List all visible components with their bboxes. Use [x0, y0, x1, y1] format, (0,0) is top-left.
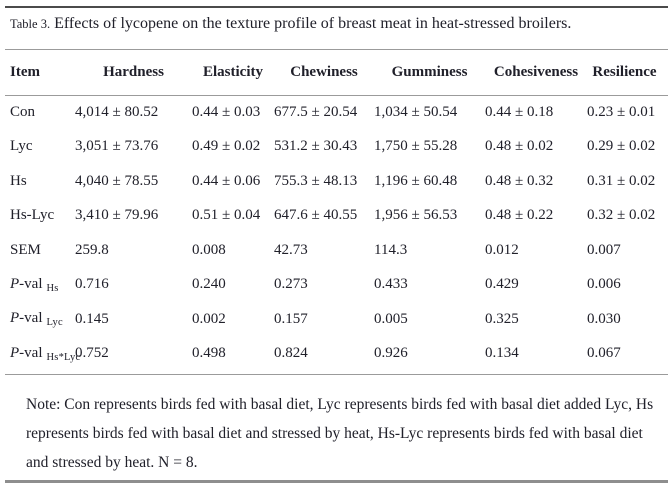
table-header: Item Hardness Elasticity Chewiness Gummi…	[10, 49, 662, 95]
value-cell: 1,956 ± 56.53	[374, 207, 458, 224]
value-cell: 0.48 ± 0.32	[485, 172, 554, 189]
value-cell: 0.325	[485, 310, 519, 327]
header-row: Item Hardness Elasticity Chewiness Gummi…	[10, 49, 662, 95]
value-cell: 0.23 ± 0.01	[587, 103, 656, 120]
table-row: P-val Hs 0.716 0.240 0.273 0.433 0.429 0.006	[10, 268, 662, 303]
value-cell: 0.498	[192, 345, 226, 362]
value-cell: 0.145	[75, 310, 109, 327]
table-row: Hs-Lyc 3,410 ± 79.96 0.51 ± 0.04 647.6 ± 4…	[10, 199, 662, 234]
texture-profile-table: Item Hardness Elasticity Chewiness Gummi…	[10, 49, 662, 371]
value-cell: 0.32 ± 0.02	[587, 207, 656, 224]
value-cell: 0.006	[587, 276, 621, 293]
value-cell: 647.6 ± 40.55	[274, 207, 358, 224]
value-cell: 1,034 ± 50.54	[374, 103, 458, 120]
item-label: -val	[19, 275, 43, 292]
column-header-chewiness: Chewiness	[290, 63, 358, 80]
item-label: Con	[10, 103, 36, 120]
item-label: Hs-Lyc	[10, 207, 55, 224]
value-cell: 0.48 ± 0.22	[485, 207, 554, 224]
item-italic-prefix: P	[10, 310, 20, 327]
column-header-hardness: Hardness	[103, 63, 164, 80]
item-italic-prefix: P	[10, 275, 20, 292]
table-caption: Table 3. Effects of lycopene on the textu…	[10, 14, 664, 34]
column-header-elasticity: Elasticity	[203, 63, 263, 80]
item-label: SEM	[10, 241, 41, 258]
value-cell: 1,196 ± 60.48	[374, 172, 458, 189]
value-cell: 0.008	[192, 241, 226, 258]
value-cell: 0.48 ± 0.02	[485, 138, 554, 155]
item-cell: P-val Hs	[10, 268, 75, 303]
value-cell: 259.8	[75, 241, 109, 258]
caption-label: Table 3.	[10, 17, 51, 31]
value-cell: 0.273	[274, 276, 308, 293]
item-cell: Con	[10, 95, 75, 130]
value-cell: 0.31 ± 0.02	[587, 172, 656, 189]
item-label: -val	[19, 344, 43, 361]
bottom-rule	[5, 480, 668, 483]
item-subscript: Lyc	[46, 317, 63, 329]
item-label: Hs	[10, 172, 27, 189]
value-cell: 1,750 ± 55.28	[374, 138, 458, 155]
value-cell: 0.752	[75, 345, 109, 362]
value-cell: 0.716	[75, 276, 109, 293]
table-body: Con 4,014 ± 80.52 0.44 ± 0.03 677.5 ± 20.5…	[10, 95, 662, 371]
table-row: Hs 4,040 ± 78.55 0.44 ± 0.06 755.3 ± 48.13…	[10, 164, 662, 199]
value-cell: 3,410 ± 79.96	[75, 207, 159, 224]
item-subscript: Hs	[46, 282, 59, 294]
table-row: P-val Lyc 0.145 0.002 0.157 0.005 0.325 0.030	[10, 302, 662, 337]
caption-title: Effects of lycopene on the texture profi…	[54, 15, 572, 32]
value-cell: 0.005	[374, 310, 408, 327]
value-cell: 0.030	[587, 310, 621, 327]
value-cell: 3,051 ± 73.76	[75, 138, 159, 155]
value-cell: 0.49 ± 0.02	[192, 138, 261, 155]
item-label: -val	[19, 310, 43, 327]
value-cell: 0.157	[274, 310, 308, 327]
table-row: SEM 259.8 0.008 42.73 114.3 0.012 0.007	[10, 233, 662, 268]
value-cell: 0.29 ± 0.02	[587, 138, 656, 155]
value-cell: 0.51 ± 0.04	[192, 207, 261, 224]
column-header-gumminess: Gumminess	[391, 63, 468, 80]
item-subscript: Hs*Lyc	[46, 351, 81, 363]
column-header-item: Item	[10, 63, 40, 80]
header-divider	[5, 95, 668, 96]
value-cell: 0.002	[192, 310, 226, 327]
value-cell: 4,014 ± 80.52	[75, 103, 159, 120]
caption-divider	[5, 49, 668, 50]
item-label: Lyc	[10, 138, 33, 155]
value-cell: 0.926	[374, 345, 408, 362]
top-rule	[5, 6, 668, 8]
item-cell: P-val Hs*Lyc	[10, 337, 80, 372]
value-cell: 0.44 ± 0.06	[192, 172, 261, 189]
item-italic-prefix: P	[10, 344, 20, 361]
value-cell: 755.3 ± 48.13	[274, 172, 358, 189]
item-cell: P-val Lyc	[10, 302, 75, 337]
value-cell: 114.3	[374, 241, 408, 258]
value-cell: 0.007	[587, 241, 621, 258]
value-cell: 677.5 ± 20.54	[274, 103, 358, 120]
note-divider	[5, 374, 668, 375]
column-header-cohesiveness: Cohesiveness	[493, 63, 579, 80]
value-cell: 0.824	[274, 345, 308, 362]
value-cell: 42.73	[274, 241, 308, 258]
column-header-resilience: Resilience	[592, 63, 657, 80]
item-cell: Hs-Lyc	[10, 199, 75, 234]
table-note: Note: Con represents birds fed with basa…	[26, 396, 654, 471]
value-cell: 0.067	[587, 345, 621, 362]
table-row: Lyc 3,051 ± 73.76 0.49 ± 0.02 531.2 ± 30.4…	[10, 130, 662, 165]
value-cell: 0.433	[374, 276, 408, 293]
item-cell: SEM	[10, 233, 75, 268]
value-cell: 4,040 ± 78.55	[75, 172, 159, 189]
value-cell: 531.2 ± 30.43	[274, 138, 358, 155]
value-cell: 0.44 ± 0.03	[192, 103, 261, 120]
value-cell: 0.012	[485, 241, 519, 258]
item-cell: Lyc	[10, 130, 75, 165]
value-cell: 0.429	[485, 276, 519, 293]
value-cell: 0.134	[485, 345, 519, 362]
table-row: Con 4,014 ± 80.52 0.44 ± 0.03 677.5 ± 20.5…	[10, 95, 662, 130]
item-cell: Hs	[10, 164, 75, 199]
table-row: P-val Hs*Lyc 0.752 0.498 0.824 0.926 0.134 0.0…	[10, 337, 662, 372]
value-cell: 0.240	[192, 276, 226, 293]
value-cell: 0.44 ± 0.18	[485, 103, 554, 120]
